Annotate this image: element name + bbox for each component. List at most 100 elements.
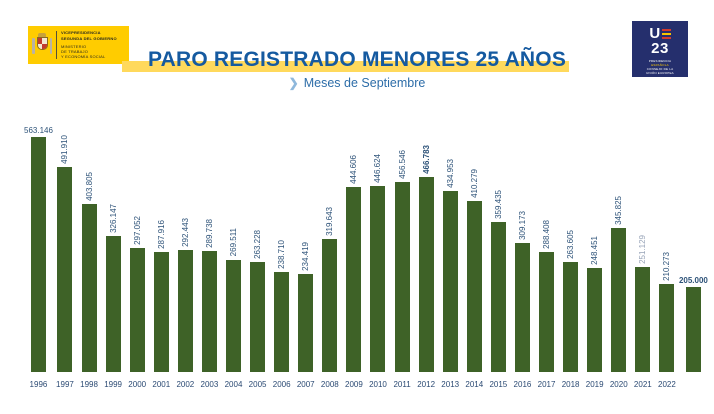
bar-group: 563.146 1996 (24, 87, 53, 389)
eu-caption-line: PRESIDENCIA (648, 59, 672, 64)
bar-group: 410.279 2014 (462, 87, 486, 389)
bar-value-label: 263.228 (253, 230, 263, 260)
bar-group: 234.419 2007 (294, 87, 318, 389)
ue-number-23: 23 (651, 40, 669, 58)
bar (129, 248, 145, 372)
gov-logo-line: MINISTERIO (61, 44, 87, 50)
bar (274, 272, 290, 372)
bar (611, 227, 627, 372)
bar-value-label: 288.408 (542, 219, 552, 249)
bar-value-label: 563.146 (24, 126, 53, 135)
year-label: 1996 (29, 380, 48, 389)
year-label: 2021 (633, 380, 652, 389)
bar-value-label: 238.710 (277, 240, 287, 270)
gov-logo-line: VICEPRESIDENCIA (61, 30, 101, 36)
bar (370, 185, 386, 372)
bar (659, 284, 675, 372)
year-label: 2017 (537, 380, 556, 389)
spain-government-logo: VICEPRESIDENCIA SEGUNDA DEL GOBIERNO MIN… (28, 26, 129, 64)
bar-group: 326.147 1999 (101, 87, 125, 389)
bar-group: 297.052 2000 (125, 87, 149, 389)
bar-group: 287.916 2001 (149, 87, 173, 389)
eu-logo-caption: PRESIDENCIA ESPAÑOLA CONSEJO DE LA UNIÓN… (646, 59, 674, 76)
bar (685, 286, 701, 372)
eu-caption-line: CONSEJO DE LA (646, 66, 674, 71)
year-label: 2009 (344, 380, 363, 389)
bar (105, 235, 121, 372)
year-label: 2016 (513, 380, 532, 389)
bar-value-label: 292.443 (180, 218, 190, 247)
logo-divider (56, 31, 57, 59)
page-subtitle: Meses de Septiembre (303, 76, 426, 90)
bar-group: 456.546 2011 (390, 87, 414, 389)
year-label: 2011 (393, 380, 411, 389)
bar-value-label: 289.738 (204, 219, 214, 249)
eu-caption-line: ESPAÑOLA (651, 62, 669, 67)
title-block: PARO REGISTRADO MENORES 25 AÑOS ❯ Meses d… (0, 48, 714, 90)
year-label: 2004 (224, 380, 243, 389)
bar-value-label: 403.805 (84, 171, 94, 201)
bar (250, 262, 266, 372)
year-label: 2001 (152, 380, 171, 389)
bar-value-label: 309.173 (517, 211, 527, 240)
bar-value-label: 297.052 (132, 216, 142, 245)
year-label: 2005 (248, 380, 267, 389)
bar (153, 251, 169, 372)
bar (322, 238, 338, 372)
bar-group: 288.408 2017 (534, 87, 558, 389)
bar-group: 466.783 2012 (414, 87, 438, 389)
bar-group: 238.710 2006 (270, 87, 294, 389)
year-label: 2022 (658, 380, 676, 389)
bar (394, 181, 410, 372)
year-label: 2012 (417, 380, 436, 389)
eu-caption-line: UNIÓN EUROPEA (646, 70, 674, 75)
bar-group: 446.624 2010 (366, 87, 390, 389)
chevron-right-icon: ❯ (288, 76, 299, 90)
year-label: 2019 (585, 380, 604, 389)
bar-value-label: 434.953 (445, 158, 455, 188)
year-label: 2013 (441, 380, 460, 389)
year-label: 2002 (176, 380, 195, 389)
bar-value-label: 410.279 (469, 168, 479, 198)
bar-group: 269.511 2004 (221, 87, 245, 389)
bar-value-label: 345.825 (614, 195, 624, 225)
bar (298, 274, 314, 372)
bar-group: 248.451 2019 (583, 87, 607, 389)
year-label: 2000 (128, 380, 147, 389)
bar-group: 263.605 2018 (559, 87, 583, 389)
year-label: 1997 (56, 380, 74, 389)
bar-chart: 563.146 1996 491.910 1997 403.805 1998 326.147… (24, 87, 708, 389)
bar-group: 319.643 2008 (318, 87, 342, 389)
bar-group: 434.953 2013 (438, 87, 462, 389)
bar-value-label: 205.000 (678, 275, 708, 285)
bar-group: 263.228 2005 (246, 87, 270, 389)
bar (635, 267, 651, 372)
bar-group: 292.443 2002 (173, 87, 197, 389)
bar (57, 166, 73, 372)
bar (226, 259, 241, 372)
bar-group: 403.805 1998 (77, 87, 101, 389)
year-label: 2018 (561, 380, 580, 389)
bar (490, 222, 506, 372)
bar-value-label: 234.419 (301, 242, 311, 272)
bar (466, 200, 482, 372)
bar-value-label: 269.511 (229, 228, 238, 257)
ue-monogram-icon: U (649, 25, 671, 43)
eu-presidency-2023-logo: U 23 PRESIDENCIA ESPAÑOLA CONSEJO DE LA … (632, 21, 688, 77)
bar (81, 203, 97, 372)
year-label: 2014 (465, 380, 484, 389)
bar (587, 268, 603, 372)
ue-letter-u: U (649, 25, 661, 43)
bar-group: 491.910 1997 (53, 87, 77, 389)
gov-logo-line: DE TRABAJO (61, 49, 89, 55)
bar-value-label: 491.910 (60, 134, 70, 164)
bar-group: 210.273 2022 (655, 87, 679, 389)
bar-value-label: 326.147 (108, 203, 118, 233)
bar-group: 345.825 2020 (607, 87, 631, 389)
year-label: 2003 (200, 380, 219, 389)
bar (442, 190, 458, 372)
bar-value-label: 319.643 (325, 206, 335, 236)
bar-group: 359.435 2015 (486, 87, 510, 389)
bar-value-label: 446.624 (373, 153, 383, 183)
